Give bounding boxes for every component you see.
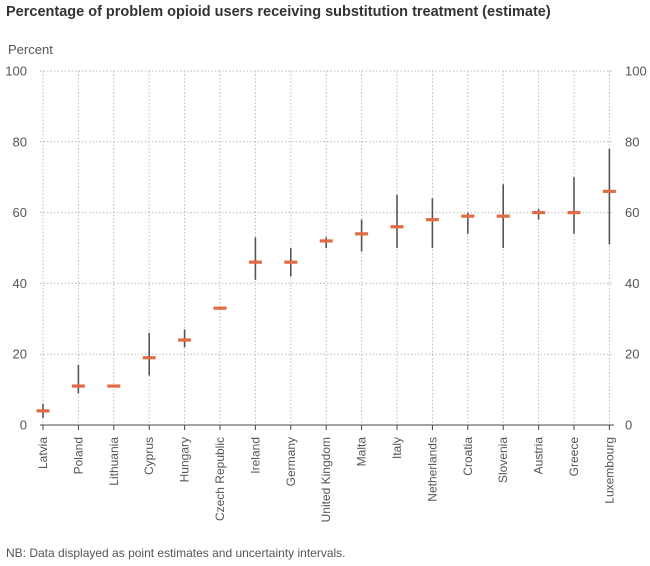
x-tick-label: Malta [355,437,369,467]
x-tick-label: Hungary [178,437,192,482]
x-tick-label: Slovenia [496,437,510,483]
x-tick-label: United Kingdom [319,437,333,522]
y-tick-label-left: 80 [13,134,27,149]
point-estimate [71,384,85,388]
y-axis-unit-label: Percent [8,42,53,57]
x-tick-label: Austria [532,437,546,475]
y-tick-label-right: 100 [625,64,647,79]
point-estimate [36,409,50,413]
point-estimate [390,225,404,229]
x-tick-label: Germany [284,437,298,486]
y-tick-label-left: 0 [20,418,27,433]
point-estimate [425,218,439,222]
point-estimate [319,239,333,243]
x-tick-label: Cyprus [142,437,156,475]
point-estimate [213,306,227,310]
x-tick-label: Greece [567,437,581,477]
y-tick-label-left: 100 [5,64,27,79]
point-estimate [602,189,616,193]
point-estimate [496,214,510,218]
x-tick-label: Czech Republic [213,437,227,521]
y-tick-label-right: 0 [625,418,632,433]
chart-title: Percentage of problem opioid users recei… [6,4,551,20]
x-tick-label: Poland [71,437,85,474]
point-estimate [248,260,262,264]
x-tick-label: Luxembourg [602,437,616,504]
y-tick-label-right: 40 [625,276,639,291]
x-tick-label: Latvia [36,437,50,469]
point-estimate [461,214,475,218]
point-estimate [567,211,581,215]
footnote: NB: Data displayed as point estimates an… [6,546,346,560]
x-tick-label: Croatia [461,437,475,476]
y-tick-label-right: 20 [625,347,639,362]
x-tick-label: Netherlands [425,437,439,502]
x-tick-label: Ireland [248,437,262,474]
y-tick-label-right: 80 [625,134,639,149]
point-estimate [107,384,121,388]
y-tick-label-right: 60 [625,205,639,220]
chart-plot: 0 0 20 20 40 40 60 60 80 80 100 100 Latvia Poland Lith… [5,64,647,523]
point-estimate [142,356,156,360]
point-estimate [178,338,192,342]
x-tick-label: Italy [390,437,404,459]
y-tick-label-left: 20 [13,347,27,362]
point-estimate [532,211,546,215]
y-tick-label-left: 40 [13,276,27,291]
point-estimate [355,232,369,236]
y-tick-label-left: 60 [13,205,27,220]
point-estimate [284,260,298,264]
x-tick-label: Lithuania [107,437,121,486]
